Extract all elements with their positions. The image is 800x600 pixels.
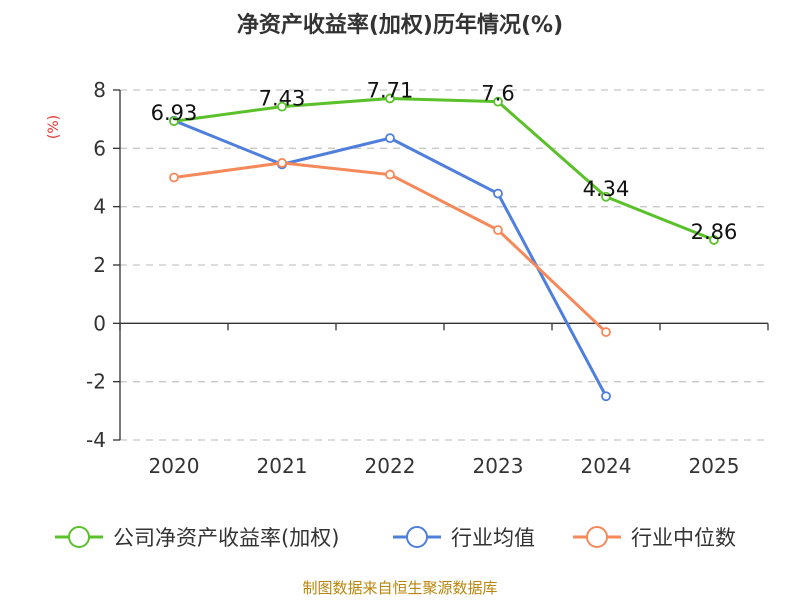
- y-tick-label: 2: [93, 253, 106, 277]
- y-tick-label: -4: [86, 428, 106, 452]
- legend-marker-icon: [586, 526, 608, 548]
- y-axis-unit-label: (%): [46, 115, 62, 139]
- series-line-2: [173, 161, 608, 334]
- legend[interactable]: 公司净资产收益率(加权) 行业均值 行业中位数: [55, 526, 736, 550]
- data-point[interactable]: [169, 172, 179, 183]
- data-point[interactable]: [385, 93, 395, 104]
- x-tick-label: 2022: [365, 454, 416, 478]
- data-point[interactable]: [601, 191, 611, 202]
- x-tick-label: 2024: [581, 454, 632, 478]
- y-tick-label: 6: [93, 136, 106, 160]
- data-point[interactable]: [385, 133, 395, 144]
- data-label: 2.86: [691, 220, 738, 244]
- data-point[interactable]: [169, 116, 179, 127]
- series-line-1: [173, 119, 608, 397]
- legend-label: 行业中位数: [631, 526, 736, 550]
- x-tick-label: 2025: [689, 454, 740, 478]
- data-point[interactable]: [493, 225, 503, 235]
- axes: 8 6 4 2 0 -2 -4 2020 2021 2022 2023 2024 2025: [86, 78, 769, 478]
- legend-item-2[interactable]: 行业中位数: [573, 526, 736, 550]
- data-point[interactable]: [601, 327, 611, 337]
- series-line-0: [173, 96, 715, 242]
- chart-title: 净资产收益率(加权)历年情况(%): [237, 12, 563, 38]
- data-label: 6.93: [151, 101, 198, 125]
- source-note: 制图数据来自恒生聚源数据库: [302, 579, 497, 597]
- legend-item-0[interactable]: 公司净资产收益率(加权): [55, 526, 339, 550]
- legend-marker-icon: [68, 526, 90, 548]
- data-point[interactable]: [493, 188, 503, 199]
- y-tick-label: 4: [93, 195, 106, 219]
- data-point[interactable]: [493, 96, 503, 107]
- x-tick-label: 2020: [149, 454, 200, 478]
- data-labels: 6.93 7.43 7.71 7.6 4.34 2.86: [151, 78, 738, 243]
- legend-label: 行业均值: [451, 526, 535, 550]
- data-point[interactable]: [277, 158, 287, 168]
- legend-label: 公司净资产收益率(加权): [113, 526, 339, 550]
- data-label: 7.71: [367, 78, 414, 102]
- x-tick-label: 2023: [473, 454, 524, 478]
- legend-marker-icon: [406, 526, 428, 548]
- series-layer: [169, 93, 719, 402]
- y-tick-label: 8: [93, 78, 106, 102]
- data-label: 7.43: [259, 87, 306, 111]
- data-label: 7.6: [481, 82, 514, 106]
- grid-lines: [120, 89, 768, 441]
- data-point[interactable]: [277, 101, 287, 112]
- data-label: 4.34: [583, 177, 630, 201]
- y-tick-label: -2: [86, 370, 106, 394]
- data-point[interactable]: [385, 169, 395, 180]
- data-point[interactable]: [709, 235, 719, 245]
- data-point[interactable]: [601, 391, 611, 402]
- y-tick-label: 0: [93, 311, 106, 335]
- x-tick-label: 2021: [257, 454, 308, 478]
- legend-item-1[interactable]: 行业均值: [393, 526, 535, 550]
